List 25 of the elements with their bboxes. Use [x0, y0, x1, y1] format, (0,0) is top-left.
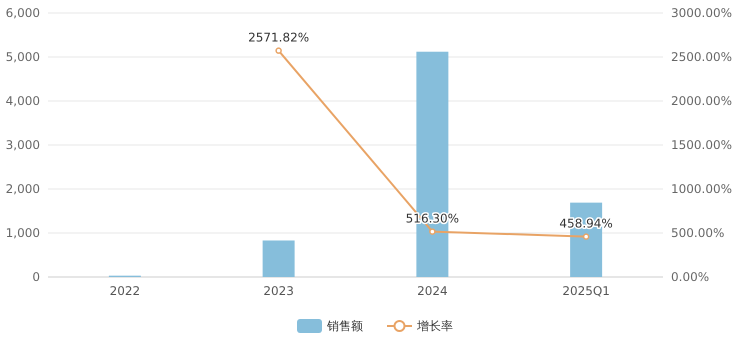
legend-label: 销售额 — [326, 319, 363, 333]
y-tick-label: 6,000 — [6, 6, 40, 20]
y-tick-label: 2,000 — [6, 182, 40, 196]
y-tick-label: 4,000 — [6, 94, 40, 108]
point — [582, 233, 590, 240]
data-label: 2571.82% — [248, 30, 310, 45]
y-tick-label: 1,000 — [6, 226, 40, 240]
x-tick-label: 2022 — [110, 284, 140, 298]
y-tick-label: 3,000 — [6, 138, 40, 152]
x-tick-label: 2025Q1 — [562, 284, 610, 298]
legend-label: 增长率 — [416, 319, 453, 333]
bar — [262, 240, 295, 277]
y2-tick-label: 0.00% — [671, 270, 710, 284]
y-tick-label: 5,000 — [6, 50, 40, 64]
point — [275, 47, 282, 54]
y2-tick-label: 1500.00% — [671, 138, 732, 152]
y2-tick-label: 3000.00% — [671, 6, 732, 20]
point — [429, 228, 436, 235]
y2-tick-label: 2500.00% — [671, 50, 732, 64]
y2-tick-label: 2000.00% — [671, 94, 732, 108]
y2-tick-label: 1000.00% — [671, 182, 732, 196]
y2-tick-label: 500.00% — [671, 226, 724, 240]
x-tick-label: 2023 — [263, 284, 294, 298]
y-tick-label: 0 — [32, 270, 40, 284]
x-tick-label: 2024 — [417, 284, 448, 298]
